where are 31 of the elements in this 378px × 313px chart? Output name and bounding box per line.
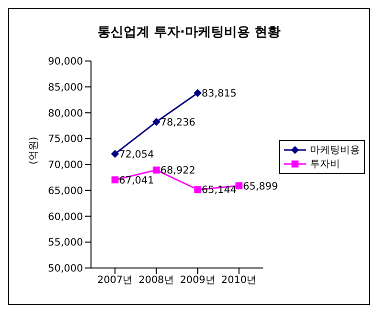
y-tick-label: 60,000 bbox=[48, 212, 83, 223]
data-label: 68,922 bbox=[160, 166, 196, 177]
y-tick-label: 90,000 bbox=[48, 56, 83, 68]
point bbox=[112, 176, 118, 184]
data-label: 78,236 bbox=[160, 117, 196, 128]
x-tick-label: 2007년 bbox=[97, 275, 133, 286]
x-tick-label: 2009년 bbox=[180, 275, 216, 286]
x-tick-label: 2010년 bbox=[221, 275, 257, 286]
point bbox=[111, 150, 119, 158]
legend-label: 마케팅비용 bbox=[310, 144, 360, 156]
y-tick-label: 75,000 bbox=[48, 134, 83, 146]
y-tick-label: 80,000 bbox=[48, 108, 83, 120]
data-label: 83,815 bbox=[202, 88, 237, 100]
chart-title: 통신업계 투자·마케팅비용 현황 bbox=[96, 24, 282, 41]
data-label: 65,899 bbox=[243, 181, 278, 192]
point bbox=[152, 118, 160, 126]
y-axis-title: (억원) bbox=[28, 136, 40, 164]
point bbox=[152, 166, 160, 174]
y-tick-label: 55,000 bbox=[48, 238, 83, 249]
y-tick-label: 65,000 bbox=[48, 186, 83, 197]
point bbox=[194, 89, 202, 98]
y-tick-label: 85,000 bbox=[48, 82, 83, 94]
data-label: 72,054 bbox=[119, 149, 154, 160]
x-tick-label: 2008년 bbox=[138, 275, 174, 286]
legend-label: 투자비 bbox=[310, 158, 340, 170]
point bbox=[194, 186, 202, 194]
data-label: 67,041 bbox=[119, 175, 154, 186]
data-label: 65,144 bbox=[202, 185, 237, 196]
y-tick-label: 50,000 bbox=[48, 264, 83, 275]
point bbox=[236, 182, 242, 190]
y-tick-label: 70,000 bbox=[48, 160, 83, 172]
